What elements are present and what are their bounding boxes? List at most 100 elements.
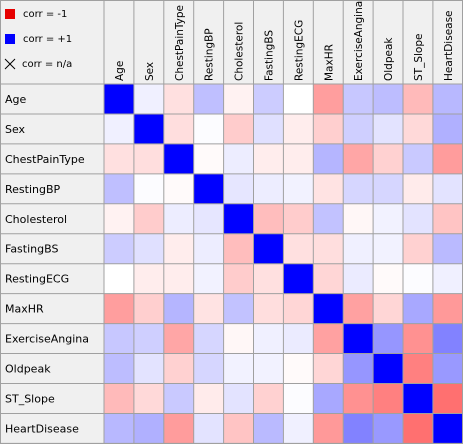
heatmap-cell-sex-st-slope[interactable] — [403, 113, 433, 144]
heatmap-cell-st-slope-restingbp[interactable] — [193, 383, 224, 414]
heatmap-cell-restingbp-cholesterol[interactable] — [223, 173, 254, 204]
heatmap-cell-maxhr-heartdisease[interactable] — [432, 293, 462, 324]
heatmap-cell-exerciseangina-age[interactable] — [104, 323, 134, 354]
heatmap-cell-exerciseangina-restingbp[interactable] — [193, 323, 224, 354]
heatmap-cell-sex-cholesterol[interactable] — [223, 113, 254, 144]
heatmap-cell-restingbp-st-slope[interactable] — [403, 173, 433, 204]
heatmap-cell-st-slope-heartdisease[interactable] — [432, 383, 462, 414]
heatmap-cell-exerciseangina-sex[interactable] — [133, 323, 164, 354]
heatmap-cell-chestpaintype-exerciseangina[interactable] — [343, 143, 374, 174]
heatmap-cell-age-exerciseangina[interactable] — [343, 84, 374, 114]
heatmap-cell-exerciseangina-chestpaintype[interactable] — [163, 323, 194, 354]
heatmap-cell-fastingbs-oldpeak[interactable] — [373, 233, 403, 264]
heatmap-cell-chestpaintype-chestpaintype[interactable] — [163, 143, 194, 174]
heatmap-cell-restingbp-heartdisease[interactable] — [432, 173, 462, 204]
heatmap-cell-st-slope-oldpeak[interactable] — [373, 383, 403, 414]
heatmap-cell-cholesterol-sex[interactable] — [133, 203, 164, 234]
heatmap-cell-fastingbs-maxhr[interactable] — [313, 233, 344, 264]
heatmap-cell-maxhr-fastingbs[interactable] — [253, 293, 284, 324]
heatmap-cell-fastingbs-age[interactable] — [104, 233, 134, 264]
heatmap-cell-restingbp-maxhr[interactable] — [313, 173, 344, 204]
heatmap-cell-exerciseangina-oldpeak[interactable] — [373, 323, 403, 354]
heatmap-cell-st-slope-sex[interactable] — [133, 383, 164, 414]
heatmap-cell-maxhr-restingbp[interactable] — [193, 293, 224, 324]
heatmap-cell-oldpeak-heartdisease[interactable] — [432, 353, 462, 384]
heatmap-cell-chestpaintype-age[interactable] — [104, 143, 134, 174]
heatmap-cell-sex-chestpaintype[interactable] — [163, 113, 194, 144]
heatmap-cell-age-heartdisease[interactable] — [432, 84, 462, 114]
heatmap-cell-heartdisease-exerciseangina[interactable] — [343, 413, 374, 443]
heatmap-cell-chestpaintype-cholesterol[interactable] — [223, 143, 254, 174]
heatmap-cell-fastingbs-sex[interactable] — [133, 233, 164, 264]
heatmap-cell-exerciseangina-maxhr[interactable] — [313, 323, 344, 354]
heatmap-cell-age-maxhr[interactable] — [313, 84, 344, 114]
heatmap-cell-chestpaintype-fastingbs[interactable] — [253, 143, 284, 174]
heatmap-cell-age-restingbp[interactable] — [193, 84, 224, 114]
heatmap-cell-age-st-slope[interactable] — [403, 84, 433, 114]
heatmap-cell-chestpaintype-maxhr[interactable] — [313, 143, 344, 174]
heatmap-cell-maxhr-sex[interactable] — [133, 293, 164, 324]
heatmap-cell-maxhr-maxhr[interactable] — [313, 293, 344, 324]
heatmap-cell-restingecg-st-slope[interactable] — [403, 263, 433, 294]
heatmap-cell-restingecg-cholesterol[interactable] — [223, 263, 254, 294]
heatmap-cell-oldpeak-sex[interactable] — [133, 353, 164, 384]
heatmap-cell-fastingbs-chestpaintype[interactable] — [163, 233, 194, 264]
heatmap-cell-heartdisease-st-slope[interactable] — [403, 413, 433, 443]
heatmap-cell-fastingbs-restingbp[interactable] — [193, 233, 224, 264]
heatmap-cell-sex-exerciseangina[interactable] — [343, 113, 374, 144]
heatmap-cell-cholesterol-cholesterol[interactable] — [223, 203, 254, 234]
heatmap-cell-fastingbs-cholesterol[interactable] — [223, 233, 254, 264]
heatmap-cell-age-fastingbs[interactable] — [253, 84, 284, 114]
heatmap-cell-exerciseangina-exerciseangina[interactable] — [343, 323, 374, 354]
heatmap-cell-exerciseangina-heartdisease[interactable] — [432, 323, 462, 354]
heatmap-cell-st-slope-chestpaintype[interactable] — [163, 383, 194, 414]
heatmap-cell-restingecg-restingecg[interactable] — [283, 263, 314, 294]
heatmap-cell-chestpaintype-sex[interactable] — [133, 143, 164, 174]
heatmap-cell-oldpeak-age[interactable] — [104, 353, 134, 384]
heatmap-cell-restingbp-sex[interactable] — [133, 173, 164, 204]
heatmap-cell-cholesterol-st-slope[interactable] — [403, 203, 433, 234]
heatmap-cell-maxhr-restingecg[interactable] — [283, 293, 314, 324]
heatmap-cell-st-slope-maxhr[interactable] — [313, 383, 344, 414]
heatmap-cell-heartdisease-cholesterol[interactable] — [223, 413, 254, 443]
heatmap-cell-restingbp-chestpaintype[interactable] — [163, 173, 194, 204]
heatmap-cell-exerciseangina-restingecg[interactable] — [283, 323, 314, 354]
heatmap-cell-restingecg-restingbp[interactable] — [193, 263, 224, 294]
heatmap-cell-age-chestpaintype[interactable] — [163, 84, 194, 114]
heatmap-cell-oldpeak-restingecg[interactable] — [283, 353, 314, 384]
heatmap-cell-st-slope-cholesterol[interactable] — [223, 383, 254, 414]
heatmap-cell-heartdisease-restingecg[interactable] — [283, 413, 314, 443]
heatmap-cell-sex-restingbp[interactable] — [193, 113, 224, 144]
heatmap-cell-st-slope-exerciseangina[interactable] — [343, 383, 374, 414]
heatmap-cell-restingecg-exerciseangina[interactable] — [343, 263, 374, 294]
heatmap-cell-sex-oldpeak[interactable] — [373, 113, 403, 144]
heatmap-cell-maxhr-exerciseangina[interactable] — [343, 293, 374, 324]
heatmap-cell-restingecg-heartdisease[interactable] — [432, 263, 462, 294]
heatmap-cell-age-cholesterol[interactable] — [223, 84, 254, 114]
heatmap-cell-restingecg-maxhr[interactable] — [313, 263, 344, 294]
heatmap-cell-st-slope-age[interactable] — [104, 383, 134, 414]
heatmap-cell-oldpeak-oldpeak[interactable] — [373, 353, 403, 384]
heatmap-cell-heartdisease-fastingbs[interactable] — [253, 413, 284, 443]
heatmap-cell-restingecg-age[interactable] — [104, 263, 134, 294]
heatmap-cell-restingecg-sex[interactable] — [133, 263, 164, 294]
heatmap-cell-exerciseangina-fastingbs[interactable] — [253, 323, 284, 354]
heatmap-cell-heartdisease-restingbp[interactable] — [193, 413, 224, 443]
heatmap-cell-restingbp-restingbp[interactable] — [193, 173, 224, 204]
heatmap-cell-fastingbs-st-slope[interactable] — [403, 233, 433, 264]
heatmap-cell-cholesterol-exerciseangina[interactable] — [343, 203, 374, 234]
heatmap-cell-maxhr-cholesterol[interactable] — [223, 293, 254, 324]
heatmap-cell-oldpeak-chestpaintype[interactable] — [163, 353, 194, 384]
heatmap-cell-cholesterol-fastingbs[interactable] — [253, 203, 284, 234]
heatmap-cell-sex-age[interactable] — [104, 113, 134, 144]
heatmap-cell-st-slope-st-slope[interactable] — [403, 383, 433, 414]
heatmap-cell-oldpeak-cholesterol[interactable] — [223, 353, 254, 384]
heatmap-cell-cholesterol-heartdisease[interactable] — [432, 203, 462, 234]
heatmap-cell-sex-heartdisease[interactable] — [432, 113, 462, 144]
heatmap-cell-heartdisease-chestpaintype[interactable] — [163, 413, 194, 443]
heatmap-cell-sex-restingecg[interactable] — [283, 113, 314, 144]
heatmap-cell-restingbp-fastingbs[interactable] — [253, 173, 284, 204]
heatmap-cell-fastingbs-exerciseangina[interactable] — [343, 233, 374, 264]
heatmap-cell-fastingbs-fastingbs[interactable] — [253, 233, 284, 264]
heatmap-cell-heartdisease-heartdisease[interactable] — [432, 413, 462, 443]
